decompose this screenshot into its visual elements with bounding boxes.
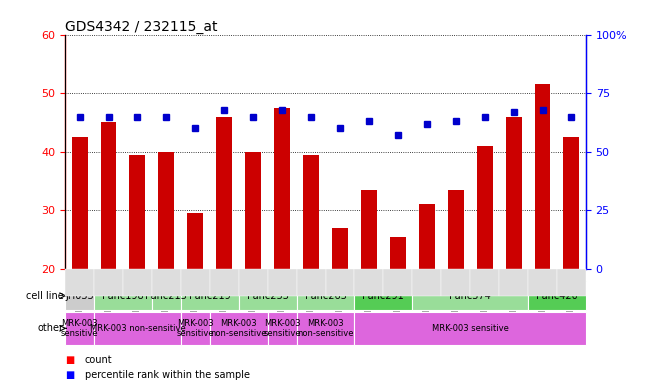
Bar bbox=[564, 137, 579, 269]
Text: MRK-003 sensitive: MRK-003 sensitive bbox=[432, 324, 508, 333]
Bar bbox=[506, 117, 521, 269]
FancyBboxPatch shape bbox=[528, 281, 586, 310]
Text: MRK-003
sensitive: MRK-003 sensitive bbox=[61, 319, 98, 338]
FancyBboxPatch shape bbox=[412, 281, 528, 310]
Text: ■: ■ bbox=[65, 370, 74, 380]
FancyBboxPatch shape bbox=[65, 312, 94, 345]
Text: Panc219: Panc219 bbox=[189, 291, 230, 301]
FancyBboxPatch shape bbox=[94, 281, 152, 310]
Text: Panc374: Panc374 bbox=[449, 291, 491, 301]
Bar bbox=[130, 155, 145, 269]
Text: MRK-003 non-sensitive: MRK-003 non-sensitive bbox=[90, 324, 186, 333]
Text: JH033: JH033 bbox=[65, 291, 94, 301]
FancyBboxPatch shape bbox=[239, 281, 297, 310]
FancyBboxPatch shape bbox=[94, 312, 181, 345]
Bar bbox=[390, 237, 406, 269]
Bar bbox=[245, 152, 261, 269]
Text: percentile rank within the sample: percentile rank within the sample bbox=[85, 370, 249, 380]
Bar bbox=[72, 137, 87, 269]
Bar bbox=[274, 108, 290, 269]
Text: Panc265: Panc265 bbox=[305, 291, 346, 301]
FancyBboxPatch shape bbox=[297, 312, 354, 345]
Bar bbox=[534, 84, 551, 269]
Text: Panc420: Panc420 bbox=[536, 291, 578, 301]
Bar bbox=[332, 228, 348, 269]
Text: other: other bbox=[38, 323, 64, 333]
FancyBboxPatch shape bbox=[181, 312, 210, 345]
FancyBboxPatch shape bbox=[152, 281, 181, 310]
Bar bbox=[303, 155, 319, 269]
FancyBboxPatch shape bbox=[354, 312, 586, 345]
Text: MRK-003
non-sensitive: MRK-003 non-sensitive bbox=[298, 319, 353, 338]
Bar bbox=[100, 122, 117, 269]
Bar bbox=[419, 204, 435, 269]
Text: Panc198: Panc198 bbox=[102, 291, 144, 301]
Bar bbox=[187, 213, 203, 269]
Text: Panc253: Panc253 bbox=[247, 291, 288, 301]
FancyBboxPatch shape bbox=[181, 281, 239, 310]
Text: MRK-003
sensitive: MRK-003 sensitive bbox=[176, 319, 214, 338]
Text: MRK-003
non-sensitive: MRK-003 non-sensitive bbox=[210, 319, 267, 338]
FancyBboxPatch shape bbox=[297, 281, 354, 310]
Text: Panc291: Panc291 bbox=[363, 291, 404, 301]
FancyBboxPatch shape bbox=[210, 312, 268, 345]
Bar bbox=[448, 190, 464, 269]
Text: cell line: cell line bbox=[26, 291, 64, 301]
FancyBboxPatch shape bbox=[65, 281, 94, 310]
Bar bbox=[477, 146, 493, 269]
FancyBboxPatch shape bbox=[354, 281, 412, 310]
Text: GDS4342 / 232115_at: GDS4342 / 232115_at bbox=[65, 20, 217, 33]
Text: MRK-003
sensitive: MRK-003 sensitive bbox=[263, 319, 301, 338]
Text: ■: ■ bbox=[65, 355, 74, 365]
Bar bbox=[158, 152, 174, 269]
FancyBboxPatch shape bbox=[268, 312, 297, 345]
Bar bbox=[216, 117, 232, 269]
Text: count: count bbox=[85, 355, 112, 365]
Bar bbox=[361, 190, 377, 269]
Text: Panc215: Panc215 bbox=[145, 291, 187, 301]
